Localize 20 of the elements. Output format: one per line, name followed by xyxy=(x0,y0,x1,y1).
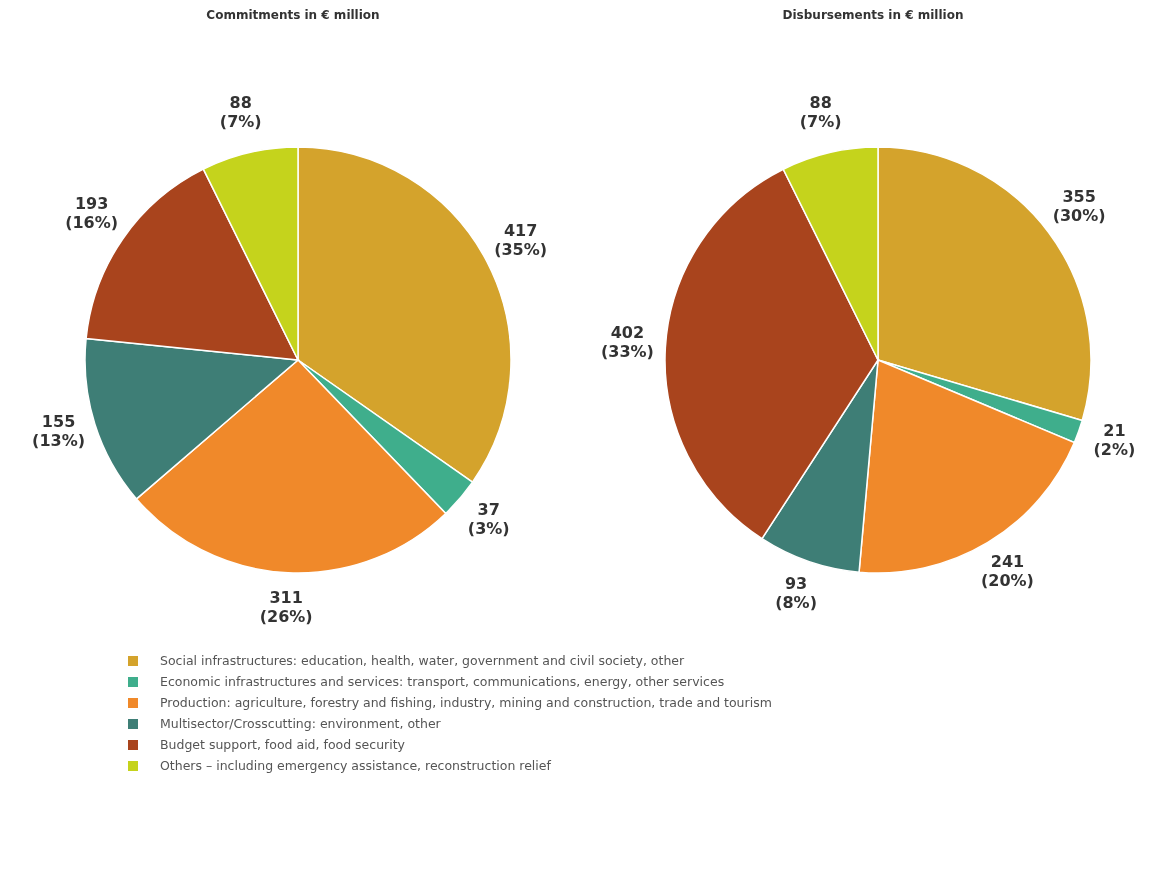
data-label: 155 (13%) xyxy=(32,412,86,451)
legend-label: Economic infrastructures and services: transport, communications, energy, other services xyxy=(160,674,725,689)
legend-label: Social infrastructures: education, health, water, government and civil society, other xyxy=(160,653,685,668)
data-label: 355 (30%) xyxy=(1052,186,1106,225)
data-label: 417 (35%) xyxy=(494,221,548,260)
data-label: 37 (3%) xyxy=(467,500,510,539)
legend-label: Others – including emergency assistance, reconstruction relief xyxy=(160,758,551,773)
chart-title: Disbursements in € million xyxy=(781,8,965,24)
legend-label: Production: agriculture, forestry and fishing, industry, mining and construction, trade and tourism xyxy=(160,695,772,710)
chart-title: Commitments in € million xyxy=(205,8,381,24)
data-label: 241 (20%) xyxy=(981,552,1034,591)
legend-label: Multisector/Crosscutting: environment, other xyxy=(160,716,441,731)
data-label: 88 (7%) xyxy=(799,92,842,131)
data-label: 402 (33%) xyxy=(600,322,654,361)
data-label: 21 (2%) xyxy=(1093,421,1136,460)
legend-label: Budget support, food aid, food security xyxy=(160,737,406,752)
data-label: 93 (8%) xyxy=(775,574,817,613)
data-label: 88 (7%) xyxy=(219,92,262,131)
data-label: 311 (26%) xyxy=(259,587,313,626)
data-label: 193 (16%) xyxy=(65,194,119,233)
